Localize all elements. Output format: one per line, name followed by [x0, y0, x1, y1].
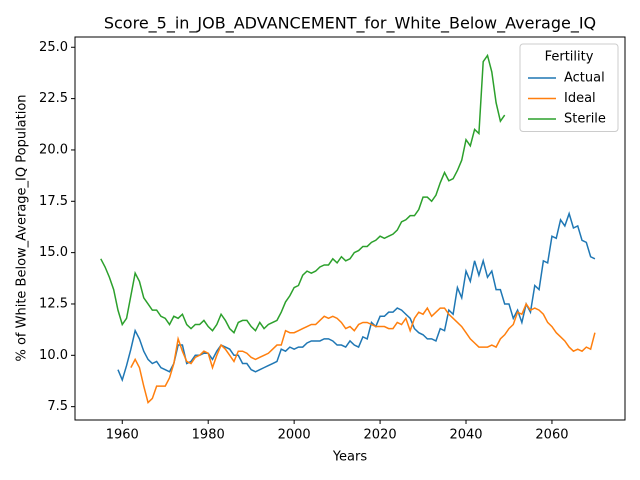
x-tick-label: 2020	[364, 428, 397, 443]
chart-title: Score_5_in_JOB_ADVANCEMENT_for_White_Bel…	[104, 14, 596, 34]
y-tick-label: 7.5	[47, 399, 68, 414]
legend-label: Actual	[564, 71, 605, 86]
y-axis-label: % of White Below_Average_IQ Population	[15, 94, 30, 361]
legend-box	[519, 43, 619, 132]
line-series	[100, 53, 506, 335]
y-tick-label: 17.5	[39, 194, 68, 209]
y-tick-label: 12.5	[39, 296, 68, 311]
x-tick-label: 1980	[192, 428, 225, 443]
y-tick-label: 25.0	[39, 40, 68, 55]
y-tick-label: 15.0	[39, 245, 68, 260]
y-tick-label: 22.5	[39, 91, 68, 106]
line-series	[117, 211, 596, 383]
y-tick-label: 10.0	[39, 348, 68, 363]
legend-title: Fertility	[545, 50, 594, 65]
x-tick-label: 2000	[278, 428, 311, 443]
legend-label: Sterile	[564, 112, 606, 127]
x-tick-label: 2060	[535, 428, 568, 443]
x-tick-label: 2040	[449, 428, 482, 443]
legend-label: Ideal	[564, 91, 596, 106]
line-series	[130, 302, 596, 404]
plot-frame	[74, 36, 626, 421]
x-axis-label: Years	[332, 450, 368, 465]
y-tick-label: 20.0	[39, 142, 68, 157]
x-tick-label: 1960	[106, 428, 139, 443]
